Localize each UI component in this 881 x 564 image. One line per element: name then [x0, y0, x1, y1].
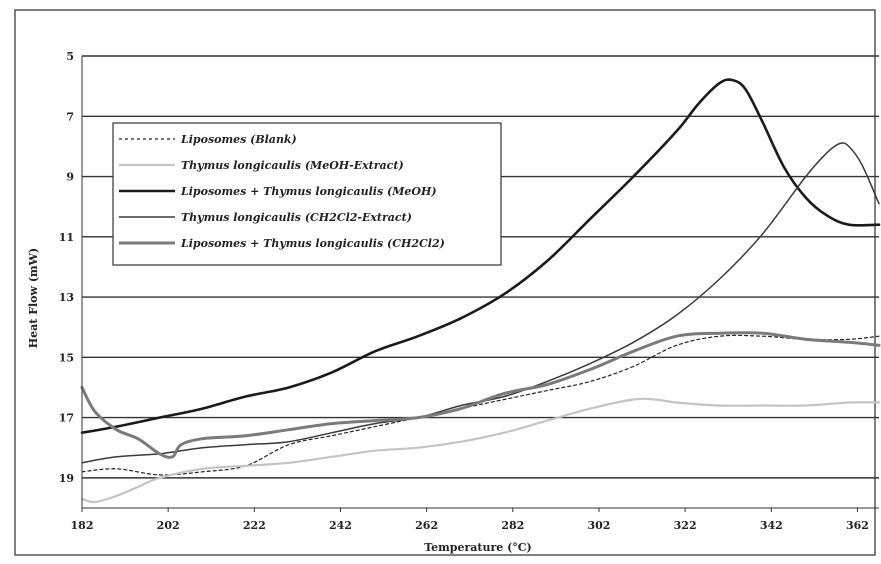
- y-tick-label-11: 11: [59, 231, 74, 244]
- series-line-5: [80, 331, 881, 459]
- legend: Liposomes (Blank) Thymus longicaulis (MeO…: [112, 122, 502, 266]
- series-line-1: [81, 334, 880, 476]
- x-tick-label-242: 242: [329, 519, 352, 532]
- x-tick-label-302: 302: [587, 519, 610, 532]
- axis-layer: 5 7 9 11 13 15 17 19 182 202 222 242 262 282 302 322 342…: [59, 50, 869, 532]
- x-tick-label-222: 222: [243, 519, 266, 532]
- series-layer: [80, 78, 881, 504]
- x-tick-label-202: 202: [157, 519, 180, 532]
- y-tick-label-9: 9: [66, 171, 74, 184]
- y-tick-label-17: 17: [59, 412, 74, 425]
- chart-frame: [14, 9, 876, 556]
- legend-label-3: Liposomes + Thymus longicaulis (MeOH): [180, 185, 437, 198]
- legend-label-4: Thymus longicaulis (CH2Cl2-Extract): [181, 211, 412, 224]
- series-line-2: [80, 397, 881, 504]
- y-tick-label-19: 19: [59, 472, 74, 485]
- y-tick-label-7: 7: [66, 110, 74, 123]
- x-tick-label-282: 282: [501, 519, 524, 532]
- y-axis-title: Heat Flow (mW): [27, 248, 40, 348]
- series-line-4: [81, 142, 880, 464]
- x-tick-label-362: 362: [846, 519, 869, 532]
- legend-label-2: Thymus longicaulis (MeOH-Extract): [181, 159, 404, 172]
- y-tick-label-13: 13: [59, 291, 74, 304]
- legend-label-5: Liposomes + Thymus longicaulis (CH2Cl2): [180, 237, 445, 250]
- x-tick-label-322: 322: [674, 519, 697, 532]
- x-tick-label-342: 342: [760, 519, 783, 532]
- legend-box: [112, 122, 502, 266]
- x-tick-label-262: 262: [415, 519, 438, 532]
- x-tick-label-182: 182: [71, 519, 94, 532]
- x-axis-title: Temperature (°C): [424, 541, 532, 554]
- series-line-3: [80, 78, 881, 434]
- y-tick-label-5: 5: [66, 50, 74, 63]
- legend-label-1: Liposomes (Blank): [180, 133, 297, 146]
- y-tick-label-15: 15: [59, 351, 74, 364]
